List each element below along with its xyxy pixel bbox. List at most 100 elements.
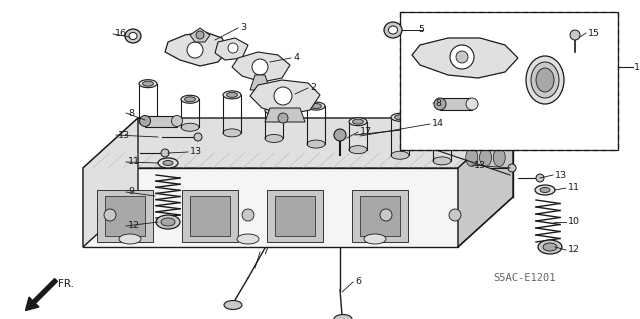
Ellipse shape bbox=[349, 118, 367, 126]
Ellipse shape bbox=[536, 68, 554, 92]
Ellipse shape bbox=[223, 91, 241, 99]
Ellipse shape bbox=[161, 218, 175, 226]
Text: 12: 12 bbox=[128, 221, 140, 231]
Ellipse shape bbox=[156, 215, 180, 229]
Ellipse shape bbox=[353, 119, 364, 124]
Ellipse shape bbox=[119, 234, 141, 244]
Ellipse shape bbox=[433, 157, 451, 165]
Polygon shape bbox=[265, 108, 305, 122]
Text: 8: 8 bbox=[435, 99, 441, 108]
Ellipse shape bbox=[395, 115, 405, 120]
Circle shape bbox=[194, 133, 202, 141]
Circle shape bbox=[334, 129, 346, 141]
Circle shape bbox=[187, 42, 203, 58]
Text: 16: 16 bbox=[115, 29, 127, 39]
Bar bbox=[267, 190, 323, 242]
Ellipse shape bbox=[265, 107, 283, 115]
Polygon shape bbox=[83, 168, 458, 247]
Ellipse shape bbox=[181, 95, 199, 103]
Ellipse shape bbox=[526, 56, 564, 104]
Ellipse shape bbox=[265, 135, 283, 143]
Text: 4: 4 bbox=[293, 54, 299, 63]
Polygon shape bbox=[190, 28, 210, 42]
Bar bbox=[352, 190, 408, 242]
Text: 11: 11 bbox=[128, 158, 140, 167]
Ellipse shape bbox=[143, 81, 154, 86]
Text: 14: 14 bbox=[432, 120, 444, 129]
Circle shape bbox=[536, 174, 544, 182]
Ellipse shape bbox=[540, 188, 550, 192]
Circle shape bbox=[449, 209, 461, 221]
Circle shape bbox=[450, 45, 474, 69]
Text: 1: 1 bbox=[634, 63, 640, 71]
Bar bbox=[440, 98, 472, 110]
Ellipse shape bbox=[391, 151, 409, 159]
Bar bbox=[97, 190, 153, 242]
Polygon shape bbox=[250, 75, 270, 90]
Circle shape bbox=[242, 209, 254, 221]
Polygon shape bbox=[458, 118, 513, 247]
Bar bbox=[275, 196, 315, 236]
Text: 8: 8 bbox=[128, 108, 134, 117]
Circle shape bbox=[228, 43, 238, 53]
Ellipse shape bbox=[140, 115, 150, 127]
Ellipse shape bbox=[388, 26, 397, 34]
Ellipse shape bbox=[223, 129, 241, 137]
Ellipse shape bbox=[391, 113, 409, 121]
Bar bbox=[105, 196, 145, 236]
Ellipse shape bbox=[433, 129, 451, 137]
Bar bbox=[182, 190, 238, 242]
Text: 7: 7 bbox=[262, 248, 268, 256]
Ellipse shape bbox=[364, 234, 386, 244]
Text: 13: 13 bbox=[118, 130, 130, 139]
Polygon shape bbox=[232, 52, 290, 82]
Ellipse shape bbox=[181, 123, 199, 131]
Ellipse shape bbox=[163, 160, 173, 166]
Text: 13: 13 bbox=[474, 160, 486, 169]
Ellipse shape bbox=[384, 22, 402, 38]
Circle shape bbox=[161, 149, 169, 157]
Bar bbox=[145, 116, 177, 127]
Text: FR.: FR. bbox=[58, 279, 74, 289]
Ellipse shape bbox=[172, 115, 182, 127]
Ellipse shape bbox=[307, 140, 325, 148]
Ellipse shape bbox=[237, 234, 259, 244]
Ellipse shape bbox=[349, 146, 367, 154]
Circle shape bbox=[252, 59, 268, 75]
Circle shape bbox=[196, 31, 204, 39]
Ellipse shape bbox=[224, 300, 242, 309]
Circle shape bbox=[104, 209, 116, 221]
Ellipse shape bbox=[466, 98, 478, 110]
Ellipse shape bbox=[139, 118, 157, 126]
Text: 13: 13 bbox=[190, 147, 202, 157]
Circle shape bbox=[274, 87, 292, 105]
Ellipse shape bbox=[269, 108, 280, 113]
Bar bbox=[190, 196, 230, 236]
Ellipse shape bbox=[334, 315, 352, 319]
Text: S5AC-E1201: S5AC-E1201 bbox=[493, 273, 556, 283]
Text: 10: 10 bbox=[568, 218, 580, 226]
Ellipse shape bbox=[125, 29, 141, 43]
Circle shape bbox=[278, 113, 288, 123]
Circle shape bbox=[380, 209, 392, 221]
Ellipse shape bbox=[543, 243, 557, 251]
Ellipse shape bbox=[479, 149, 492, 167]
Polygon shape bbox=[215, 38, 248, 60]
Text: 2: 2 bbox=[310, 84, 316, 93]
Polygon shape bbox=[165, 32, 228, 66]
Ellipse shape bbox=[158, 158, 178, 168]
Polygon shape bbox=[412, 38, 518, 78]
Bar bbox=[360, 196, 400, 236]
Text: 9: 9 bbox=[128, 188, 134, 197]
Ellipse shape bbox=[310, 104, 321, 108]
Ellipse shape bbox=[227, 93, 237, 97]
Text: 11: 11 bbox=[568, 183, 580, 192]
Bar bbox=[400, 12, 618, 150]
Text: 17: 17 bbox=[360, 128, 372, 137]
Ellipse shape bbox=[436, 130, 447, 135]
Circle shape bbox=[456, 51, 468, 63]
Ellipse shape bbox=[129, 33, 137, 40]
Text: 6: 6 bbox=[355, 278, 361, 286]
Ellipse shape bbox=[139, 80, 157, 88]
Ellipse shape bbox=[538, 240, 562, 254]
